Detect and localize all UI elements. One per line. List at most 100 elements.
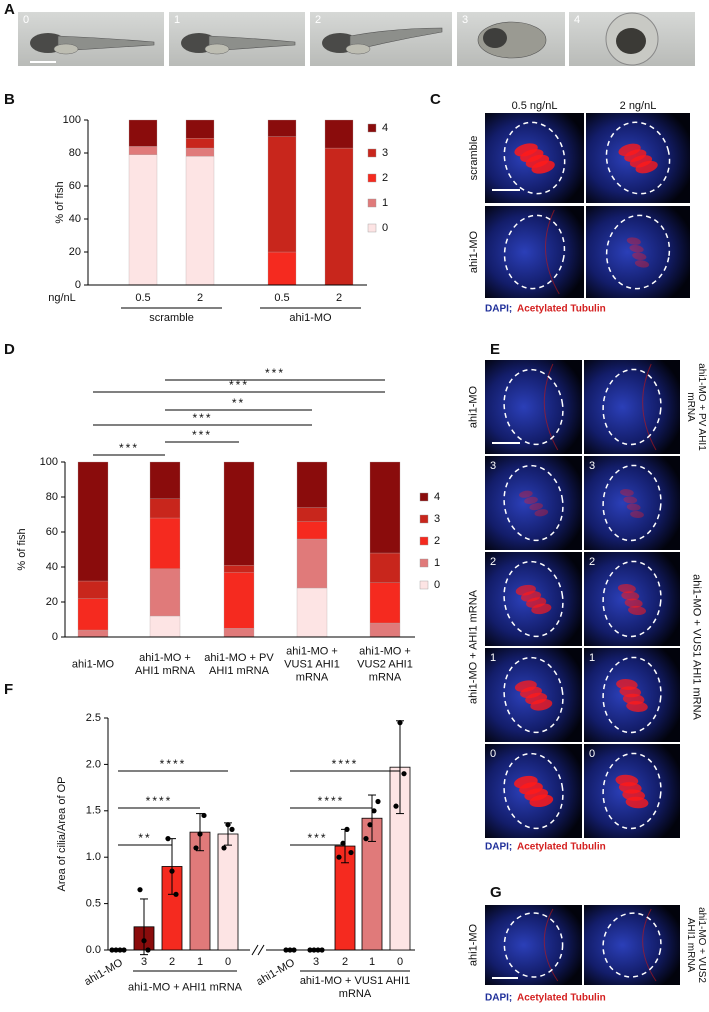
panel-letter: C	[430, 91, 441, 108]
legend-swatch	[367, 148, 377, 158]
bar-segment	[296, 521, 328, 540]
bar-segment	[77, 629, 109, 638]
cilia-signal	[531, 160, 555, 174]
cilia-signal	[632, 252, 647, 261]
data-point	[397, 720, 403, 726]
data-point	[137, 887, 143, 893]
data-point	[311, 947, 317, 953]
legend-label: 0	[434, 579, 440, 591]
row-label: ahi1-MO	[468, 230, 480, 273]
cilia-signal	[529, 502, 543, 511]
legend-label: 0	[382, 222, 388, 234]
data-point	[319, 947, 325, 953]
data-point	[371, 808, 377, 814]
side-label: ahi1-MO + AHI1 mRNA	[467, 590, 480, 705]
x-tick-label: 0.5	[135, 292, 150, 304]
significance-label: ***	[229, 378, 249, 392]
bar-segment	[267, 251, 297, 286]
micrograph	[584, 905, 680, 985]
y-tick-label: 20	[46, 596, 58, 608]
x-tick-label: 0	[225, 956, 231, 968]
data-point	[121, 947, 127, 953]
cilia-signal	[524, 496, 538, 504]
bar-segment	[296, 507, 328, 522]
significance-label: **	[232, 396, 245, 410]
bar-segment	[223, 572, 255, 629]
bar-segment	[324, 147, 354, 286]
x-unit-label: ng/nL	[48, 292, 76, 304]
bar-segment	[324, 119, 354, 149]
cilia-signal	[530, 698, 553, 711]
data-point	[221, 845, 227, 851]
larva-yolk	[53, 43, 79, 55]
data-point	[173, 891, 179, 897]
otic-outline	[605, 121, 671, 195]
y-tick-label: 100	[40, 456, 58, 468]
larva-head	[483, 28, 507, 48]
legend-label: 4	[382, 122, 388, 134]
group-label: ahi1-MO	[289, 312, 332, 324]
axis-break	[251, 944, 259, 956]
bar-segment	[149, 615, 181, 638]
bar-segment	[77, 580, 109, 599]
legend-swatch	[367, 173, 377, 183]
otic-outline	[602, 464, 662, 542]
x-tick-label: ahi1-MO	[71, 658, 115, 671]
score-label: 3	[490, 460, 496, 472]
data-point	[165, 836, 171, 842]
bar-segment	[369, 552, 401, 583]
data-point	[307, 947, 313, 953]
bar-segment	[296, 587, 328, 638]
cilia-signal	[634, 260, 650, 268]
stage-label: 4	[574, 14, 580, 26]
x-tick-label: ahi1-MO + AHI1 mRNA	[135, 652, 195, 677]
data-point	[363, 836, 369, 842]
column-header: 2 ng/nL	[620, 100, 657, 112]
legend-swatch	[367, 123, 377, 133]
micrograph	[485, 206, 584, 298]
bar-segment	[128, 119, 158, 147]
panel-letter: G	[490, 884, 502, 901]
y-tick-label: 40	[69, 213, 81, 225]
cilia-signal	[534, 509, 549, 517]
data-point	[344, 826, 350, 832]
legend-label: 1	[382, 197, 388, 209]
score-label: 0	[490, 748, 496, 760]
caption-stain: Acetylated Tubulin	[517, 304, 606, 315]
legend-swatch	[367, 198, 377, 208]
micrograph	[485, 905, 582, 985]
data-point	[141, 938, 147, 944]
larva-body	[57, 35, 155, 52]
significance-label: ***	[192, 428, 212, 442]
x-tick-label: ahi1-MO	[82, 957, 125, 989]
x-tick-label: ahi1-MO	[254, 957, 297, 989]
column-header: 0.5 ng/nL	[512, 100, 558, 112]
micrograph	[584, 456, 680, 550]
caption-stain: Acetylated Tubulin	[517, 993, 606, 1004]
cilia-signal	[626, 237, 641, 245]
y-tick-label: 1.5	[86, 805, 101, 817]
panel-letter: E	[490, 341, 500, 358]
caption-stain: DAPI;	[485, 842, 512, 853]
data-point	[283, 947, 289, 953]
score-label: 1	[589, 652, 595, 664]
data-point	[225, 822, 231, 828]
x-tick-label: 2	[197, 292, 203, 304]
y-tick-label: 20	[69, 246, 81, 258]
bar-segment	[369, 582, 401, 624]
bar-segment	[128, 154, 158, 286]
y-axis-label: % of fish	[16, 528, 28, 570]
side-label: ahi1-MO + PV AHI1 mRNA	[685, 363, 707, 451]
data-point	[287, 947, 293, 953]
significance-label: ****	[146, 794, 173, 808]
x-tick-label: ahi1-MO + PV AHI1 mRNA	[204, 652, 274, 677]
bar	[217, 833, 239, 951]
cilia-signal	[626, 503, 641, 511]
legend-swatch	[419, 514, 429, 524]
panel-letter: D	[4, 341, 15, 358]
otic-outline	[602, 656, 662, 734]
y-tick-label: 0.5	[86, 898, 101, 910]
y-tick-label: 0.0	[86, 944, 101, 956]
cilia-signal	[625, 796, 649, 809]
